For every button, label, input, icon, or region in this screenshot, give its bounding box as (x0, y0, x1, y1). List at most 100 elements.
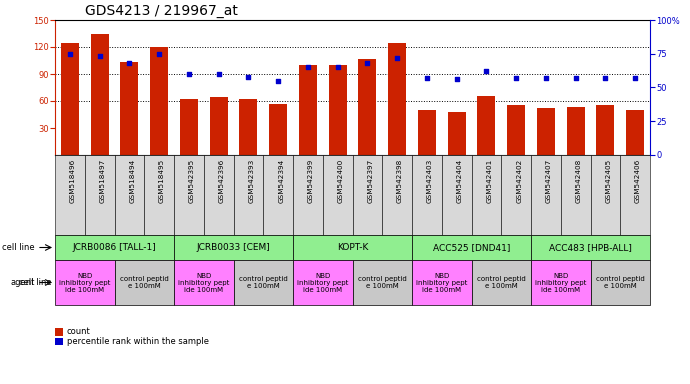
Text: NBD
inhibitory pept
ide 100mM: NBD inhibitory pept ide 100mM (178, 273, 230, 293)
Bar (591, 260, 650, 305)
Bar (627, 110, 644, 155)
Point (422, 75, 433, 81)
Text: GSM542408: GSM542408 (575, 159, 582, 203)
Text: agent: agent (10, 278, 35, 287)
Bar (121, 62, 138, 155)
Bar (233, 260, 293, 305)
Text: KOPT-K: KOPT-K (337, 243, 368, 252)
Point (243, 74, 254, 80)
Point (124, 60, 135, 66)
Bar (85, 155, 115, 235)
Bar (507, 106, 525, 155)
Text: GSM542401: GSM542401 (486, 159, 493, 203)
Point (94, 53, 105, 60)
Text: control peptid
e 100mM: control peptid e 100mM (120, 276, 168, 289)
Bar (115, 155, 144, 235)
Bar (144, 155, 174, 235)
Text: GSM518496: GSM518496 (70, 159, 76, 203)
Bar (239, 99, 257, 155)
Bar (412, 260, 471, 305)
Text: GSM542398: GSM542398 (397, 159, 403, 203)
Bar (180, 99, 198, 155)
Text: cell line: cell line (2, 243, 35, 252)
Point (629, 75, 640, 81)
Text: NBD
inhibitory pept
ide 100mM: NBD inhibitory pept ide 100mM (59, 273, 110, 293)
Text: GSM542405: GSM542405 (605, 159, 611, 203)
Text: GSM542406: GSM542406 (635, 159, 641, 203)
Bar (418, 110, 436, 155)
Bar (537, 108, 555, 155)
Bar (477, 96, 495, 155)
Bar (61, 43, 79, 155)
Bar (293, 235, 412, 260)
Text: control peptid
e 100mM: control peptid e 100mM (358, 276, 406, 289)
Bar (448, 112, 466, 155)
Text: NBD
inhibitory pept
ide 100mM: NBD inhibitory pept ide 100mM (535, 273, 586, 293)
Point (481, 68, 492, 74)
Text: GSM542396: GSM542396 (219, 159, 225, 203)
Bar (596, 104, 614, 155)
Bar (353, 155, 382, 235)
Text: ACC525 [DND41]: ACC525 [DND41] (433, 243, 510, 252)
Text: JCRB0033 [CEM]: JCRB0033 [CEM] (197, 243, 270, 252)
Point (392, 55, 403, 61)
Bar (501, 155, 531, 235)
Bar (90, 35, 108, 155)
Point (184, 71, 195, 77)
Bar (174, 260, 233, 305)
Text: ACC483 [HPB-ALL]: ACC483 [HPB-ALL] (549, 243, 632, 252)
Bar (174, 235, 293, 260)
Point (451, 76, 462, 83)
Text: JCRB0086 [TALL-1]: JCRB0086 [TALL-1] (72, 243, 157, 252)
Text: GDS4213 / 219967_at: GDS4213 / 219967_at (85, 3, 237, 18)
Bar (293, 155, 323, 235)
Text: GSM542407: GSM542407 (546, 159, 552, 203)
Bar (55, 260, 115, 305)
Bar (353, 260, 412, 305)
Text: GSM542400: GSM542400 (337, 159, 344, 203)
Bar (150, 47, 168, 155)
Bar (442, 155, 471, 235)
Bar (210, 98, 228, 155)
Text: control peptid
e 100mM: control peptid e 100mM (596, 276, 644, 289)
Point (302, 64, 313, 70)
Bar (591, 155, 620, 235)
Bar (566, 107, 584, 155)
Bar (299, 65, 317, 155)
Text: GSM518495: GSM518495 (159, 159, 165, 203)
Text: GSM542399: GSM542399 (308, 159, 314, 203)
Bar (471, 260, 531, 305)
Bar (412, 235, 531, 260)
Text: cell line: cell line (19, 278, 52, 287)
Point (213, 71, 224, 77)
Text: GSM542393: GSM542393 (248, 159, 255, 203)
Bar (531, 235, 650, 260)
Bar (382, 155, 412, 235)
Bar (620, 155, 650, 235)
Point (64, 51, 75, 57)
Bar (204, 155, 233, 235)
Text: GSM542402: GSM542402 (516, 159, 522, 203)
Text: GSM542404: GSM542404 (457, 159, 462, 203)
Text: NBD
inhibitory pept
ide 100mM: NBD inhibitory pept ide 100mM (416, 273, 467, 293)
Bar (55, 155, 85, 235)
Point (540, 75, 551, 81)
Bar (264, 155, 293, 235)
Text: percentile rank within the sample: percentile rank within the sample (67, 337, 209, 346)
Bar (531, 260, 591, 305)
Point (570, 75, 581, 81)
Bar (561, 155, 591, 235)
Point (332, 64, 343, 70)
Text: NBD
inhibitory pept
ide 100mM: NBD inhibitory pept ide 100mM (297, 273, 348, 293)
Bar (388, 43, 406, 155)
Bar (323, 155, 353, 235)
Text: control peptid
e 100mM: control peptid e 100mM (239, 276, 288, 289)
Point (600, 75, 611, 81)
Bar (174, 155, 204, 235)
Text: GSM542394: GSM542394 (278, 159, 284, 203)
Bar (55, 235, 174, 260)
Bar (233, 155, 264, 235)
Point (273, 78, 284, 84)
Bar (115, 260, 174, 305)
Bar (531, 155, 561, 235)
